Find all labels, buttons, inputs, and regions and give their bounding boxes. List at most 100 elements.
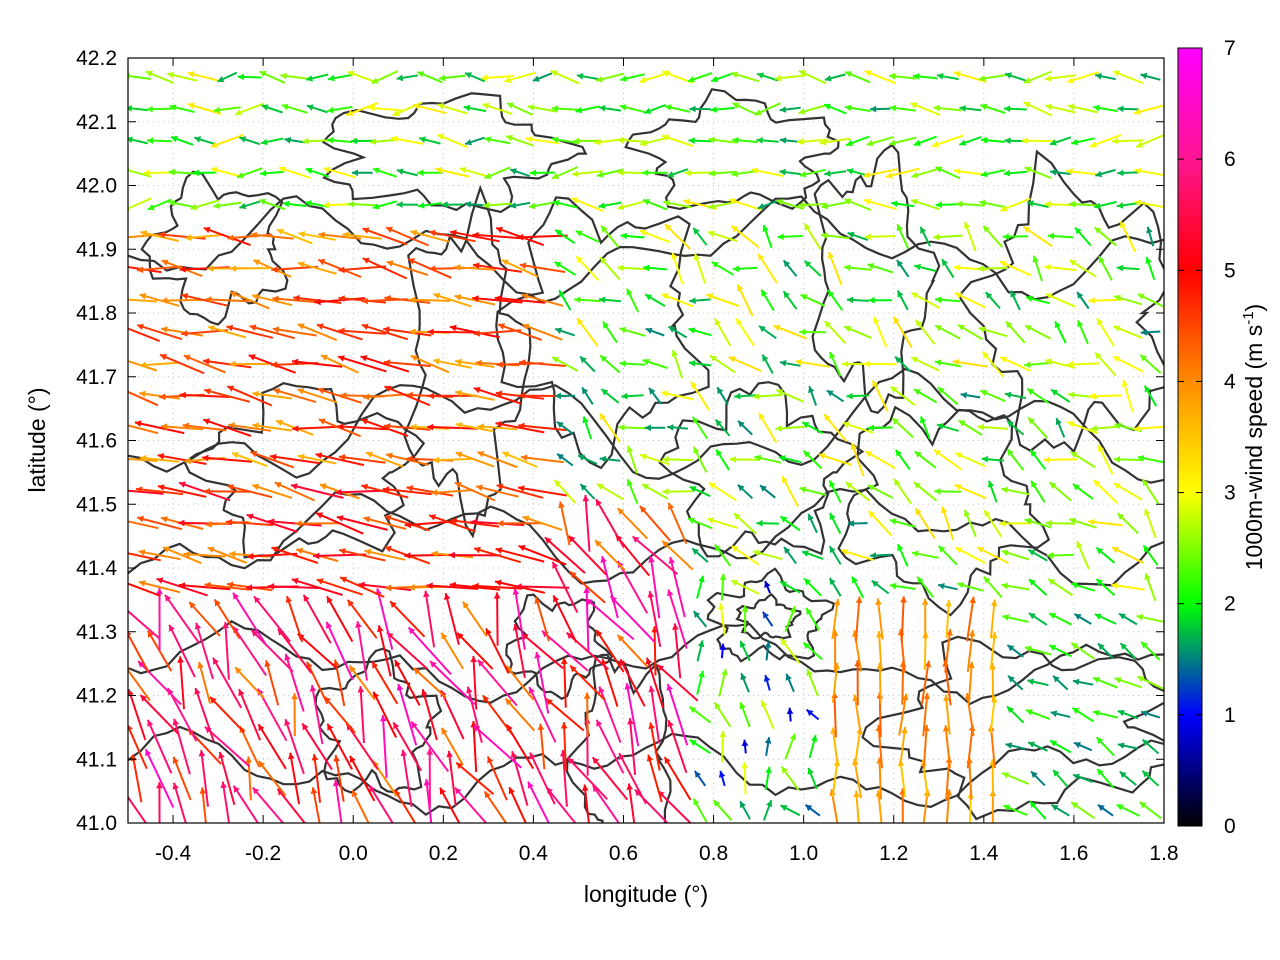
wind-arrow-head bbox=[1000, 205, 1008, 212]
wind-arrow bbox=[987, 480, 998, 503]
wind-arrow-head bbox=[473, 262, 480, 269]
wind-arrow bbox=[156, 782, 163, 823]
wind-arrow-head bbox=[426, 582, 433, 590]
wind-arrow bbox=[1145, 256, 1156, 281]
wind-arrow bbox=[428, 514, 476, 533]
wind-arrow bbox=[912, 73, 938, 80]
wind-arrow-head bbox=[498, 323, 505, 330]
wind-arrow bbox=[937, 583, 958, 591]
wind-arrow bbox=[983, 575, 1003, 599]
wind-arrow-shaft bbox=[497, 323, 543, 341]
wind-arrow bbox=[1074, 226, 1092, 247]
wind-arrow bbox=[663, 199, 692, 209]
wind-arrow-head bbox=[923, 692, 931, 700]
wind-arrow-head bbox=[924, 660, 932, 668]
terrain-contour bbox=[624, 88, 840, 211]
wind-arrow-head bbox=[485, 628, 492, 636]
wind-arrow bbox=[229, 360, 270, 368]
wind-arrow bbox=[1024, 517, 1052, 529]
wind-arrow bbox=[194, 687, 215, 742]
wind-arrow bbox=[714, 418, 731, 437]
wind-arrow-shaft bbox=[251, 484, 293, 499]
wind-arrow bbox=[757, 253, 778, 284]
wind-arrow-shaft bbox=[541, 630, 589, 672]
wind-arrow-shaft bbox=[424, 590, 436, 648]
wind-arrow-head bbox=[161, 259, 169, 266]
wind-arrow bbox=[1000, 197, 1031, 212]
wind-arrow-head bbox=[740, 640, 746, 648]
wind-arrow bbox=[780, 804, 801, 817]
wind-arrow-head bbox=[640, 139, 647, 147]
wind-arrow bbox=[139, 293, 180, 307]
wind-arrow bbox=[431, 489, 474, 496]
wind-arrow-shaft bbox=[628, 718, 637, 775]
wind-arrow-head bbox=[161, 326, 168, 333]
wind-arrow-head bbox=[204, 388, 211, 395]
wind-arrow-shaft bbox=[517, 234, 568, 239]
wind-arrow bbox=[867, 424, 893, 432]
wind-arrow-shaft bbox=[128, 424, 159, 435]
wind-arrow-head bbox=[1119, 613, 1126, 620]
wind-arrow-head bbox=[828, 290, 835, 298]
wind-arrow-shaft bbox=[325, 621, 354, 681]
wind-arrow-head bbox=[806, 607, 813, 615]
wind-arrow-head bbox=[454, 294, 462, 301]
wind-arrow-head bbox=[617, 136, 624, 144]
wind-arrow-shaft bbox=[472, 720, 478, 773]
wind-arrow-head bbox=[222, 622, 229, 629]
wind-arrow bbox=[1047, 232, 1074, 240]
wind-arrow-head bbox=[156, 782, 163, 789]
wind-arrow-head bbox=[1146, 226, 1153, 234]
wind-arrow bbox=[194, 622, 214, 680]
wind-arrow bbox=[853, 790, 860, 823]
wind-arrow bbox=[802, 450, 823, 470]
wind-arrow-head bbox=[764, 641, 772, 648]
wind-arrow bbox=[818, 453, 853, 466]
wind-arrow bbox=[1140, 710, 1161, 719]
wind-arrow bbox=[759, 484, 776, 499]
wind-arrow bbox=[362, 257, 408, 280]
wind-arrow bbox=[362, 227, 408, 246]
wind-arrow-shaft bbox=[247, 756, 252, 801]
wind-arrow bbox=[1055, 417, 1066, 438]
wind-arrow bbox=[1116, 803, 1140, 817]
wind-arrow bbox=[554, 327, 576, 337]
wind-arrow bbox=[1112, 137, 1144, 145]
wind-arrow-head bbox=[323, 201, 330, 209]
y-tick-label: 41.5 bbox=[76, 493, 117, 516]
wind-arrow bbox=[779, 515, 801, 532]
wind-arrow-head bbox=[534, 651, 541, 659]
wind-arrow-head bbox=[845, 71, 853, 78]
wind-arrow bbox=[799, 168, 826, 178]
wind-arrow bbox=[454, 294, 496, 306]
wind-arrow bbox=[347, 70, 378, 84]
wind-arrow-head bbox=[555, 327, 562, 334]
wind-arrow-head bbox=[575, 230, 583, 237]
wind-arrow-head bbox=[936, 73, 944, 80]
wind-arrow-head bbox=[1045, 519, 1052, 527]
wind-arrow-head bbox=[1049, 613, 1057, 620]
wind-arrow bbox=[136, 515, 183, 531]
wind-arrow bbox=[272, 295, 317, 304]
wind-arrow bbox=[626, 479, 639, 504]
wind-arrow-head bbox=[203, 488, 210, 495]
wind-arrow-shaft bbox=[878, 662, 882, 703]
wind-arrow-head bbox=[128, 136, 133, 143]
wind-arrow bbox=[190, 199, 219, 211]
wind-arrow-shaft bbox=[128, 298, 157, 303]
wind-arrow-head bbox=[455, 358, 462, 366]
wind-arrow-shaft bbox=[338, 296, 387, 304]
wind-arrow bbox=[737, 420, 753, 436]
wind-arrow-head bbox=[795, 358, 803, 366]
wind-arrow-head bbox=[901, 693, 909, 701]
wind-arrow-head bbox=[527, 781, 534, 789]
wind-arrow-head bbox=[227, 385, 235, 392]
wind-arrow-head bbox=[578, 454, 585, 461]
wind-arrow-head bbox=[714, 544, 722, 552]
wind-arrow bbox=[955, 546, 986, 564]
wind-arrow-shaft bbox=[221, 781, 231, 823]
wind-arrow bbox=[360, 418, 409, 437]
wind-arrow bbox=[372, 200, 397, 210]
wind-arrow-head bbox=[1113, 325, 1121, 332]
wind-arrow-head bbox=[657, 664, 665, 672]
